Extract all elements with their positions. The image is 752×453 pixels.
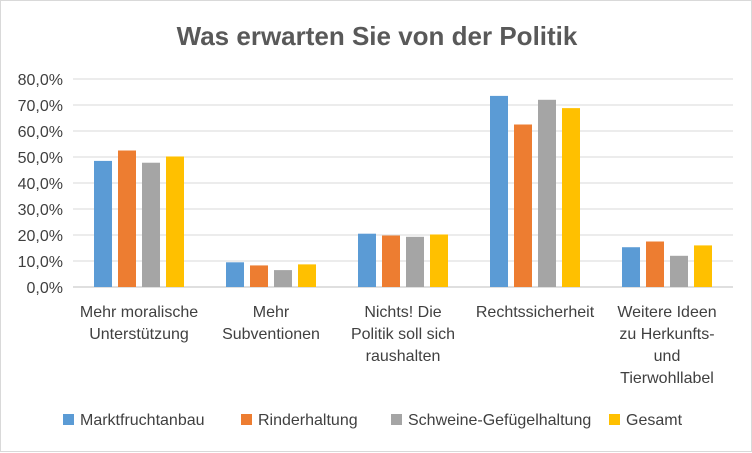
y-tick-label: 20,0% (18, 228, 63, 245)
category-label: Mehr moralische Unterstützung (80, 304, 198, 343)
y-tick-label: 30,0% (18, 202, 63, 219)
legend-swatch (391, 414, 402, 425)
y-tick-label: 40,0% (18, 176, 63, 193)
y-axis-ticks: 0,0% 10,0% 20,0% 30,0% 40,0% 50,0% 60,0% 70,0% 8… (18, 72, 63, 297)
category-label: Mehr Subventionen (222, 304, 320, 343)
bar-gesamt-4 (694, 245, 712, 287)
bar-rinderhaltung-0 (118, 150, 136, 287)
legend-swatch (63, 414, 74, 425)
bar-schweine-gef-gelhaltung-0 (142, 162, 160, 287)
bar-schweine-gef-gelhaltung-2 (406, 236, 424, 287)
bar-gesamt-0 (166, 156, 184, 287)
y-tick-label: 0,0% (27, 280, 63, 297)
y-tick-label: 80,0% (18, 72, 63, 89)
category-label: Rechtssicherheit (476, 304, 595, 321)
bars (94, 95, 712, 288)
chart-title: Was erwarten Sie von der Politik (177, 21, 578, 51)
y-tick-label: 10,0% (18, 254, 63, 271)
legend-swatch (609, 414, 620, 425)
bar-schweine-gef-gelhaltung-1 (274, 270, 292, 287)
bar-marktfruchtanbau-3 (490, 95, 508, 288)
bar-marktfruchtanbau-0 (94, 160, 112, 287)
legend-label: Rinderhaltung (258, 412, 358, 429)
bar-schweine-gef-gelhaltung-4 (670, 255, 688, 287)
bar-marktfruchtanbau-4 (622, 247, 640, 287)
bar-gesamt-3 (562, 108, 580, 288)
legend-label: Gesamt (626, 412, 683, 429)
legend-swatch (241, 414, 252, 425)
y-tick-label: 60,0% (18, 124, 63, 141)
bar-rinderhaltung-1 (250, 265, 268, 287)
bar-rinderhaltung-2 (382, 235, 400, 287)
x-axis-categories: Mehr moralische Unterstützung Mehr Subventi… (80, 304, 717, 387)
category-label: Nichts! Die Politik soll sich raushalten (351, 304, 455, 365)
bar-schweine-gef-gelhaltung-3 (538, 99, 556, 287)
legend-label: Schweine-Gefügelhaltung (408, 412, 591, 429)
y-tick-label: 70,0% (18, 98, 63, 115)
y-tick-label: 50,0% (18, 150, 63, 167)
bar-gesamt-2 (430, 234, 448, 287)
category-label: Weitere Ideen zu Herkunfts-und Tierwohllab… (617, 304, 716, 387)
bar-rinderhaltung-3 (514, 124, 532, 287)
bar-rinderhaltung-4 (646, 241, 664, 287)
legend-label: Marktfruchtanbau (80, 412, 205, 429)
bar-marktfruchtanbau-1 (226, 262, 244, 287)
bar-marktfruchtanbau-2 (358, 233, 376, 287)
legend: Marktfruchtanbau Rinderhaltung Schweine-Ge… (63, 412, 683, 429)
bar-gesamt-1 (298, 264, 316, 287)
